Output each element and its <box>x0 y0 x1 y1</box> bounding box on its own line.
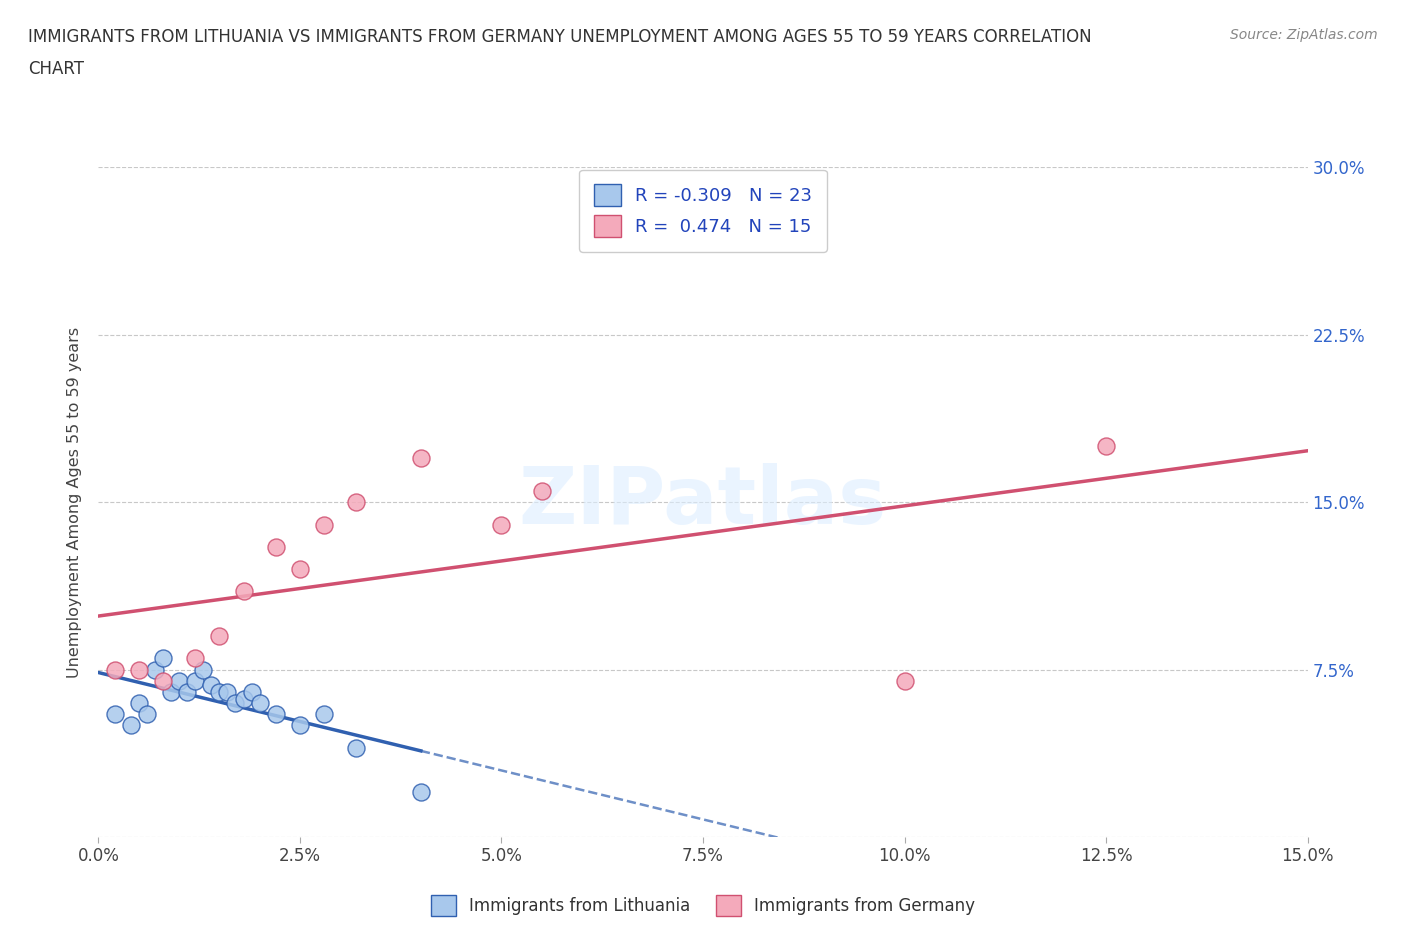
Point <box>217 684 239 699</box>
Point <box>409 450 432 465</box>
Point <box>491 517 513 532</box>
Point <box>176 684 198 699</box>
Point <box>184 651 207 666</box>
Point <box>152 651 174 666</box>
Point <box>103 662 125 677</box>
Point <box>409 785 432 800</box>
Point <box>232 691 254 706</box>
Point <box>314 517 336 532</box>
Text: Source: ZipAtlas.com: Source: ZipAtlas.com <box>1230 28 1378 42</box>
Point <box>103 707 125 722</box>
Text: IMMIGRANTS FROM LITHUANIA VS IMMIGRANTS FROM GERMANY UNEMPLOYMENT AMONG AGES 55 : IMMIGRANTS FROM LITHUANIA VS IMMIGRANTS … <box>28 28 1091 46</box>
Point <box>1095 439 1118 454</box>
Point <box>143 662 166 677</box>
Point <box>224 696 246 711</box>
Point <box>184 673 207 688</box>
Point <box>344 495 367 510</box>
Point <box>200 678 222 693</box>
Point <box>240 684 263 699</box>
Point <box>530 484 553 498</box>
Point <box>264 707 287 722</box>
Legend: Immigrants from Lithuania, Immigrants from Germany: Immigrants from Lithuania, Immigrants fr… <box>425 889 981 923</box>
Y-axis label: Unemployment Among Ages 55 to 59 years: Unemployment Among Ages 55 to 59 years <box>67 326 83 678</box>
Point <box>249 696 271 711</box>
Text: CHART: CHART <box>28 60 84 78</box>
Point <box>193 662 215 677</box>
Point <box>128 662 150 677</box>
Point <box>288 562 311 577</box>
Point <box>208 684 231 699</box>
Point <box>120 718 142 733</box>
Point <box>893 673 915 688</box>
Point <box>288 718 311 733</box>
Point <box>135 707 157 722</box>
Point <box>208 629 231 644</box>
Point <box>232 584 254 599</box>
Point <box>167 673 190 688</box>
Point <box>160 684 183 699</box>
Point <box>344 740 367 755</box>
Point <box>128 696 150 711</box>
Point <box>152 673 174 688</box>
Text: ZIPatlas: ZIPatlas <box>519 463 887 541</box>
Point <box>314 707 336 722</box>
Point <box>264 539 287 554</box>
